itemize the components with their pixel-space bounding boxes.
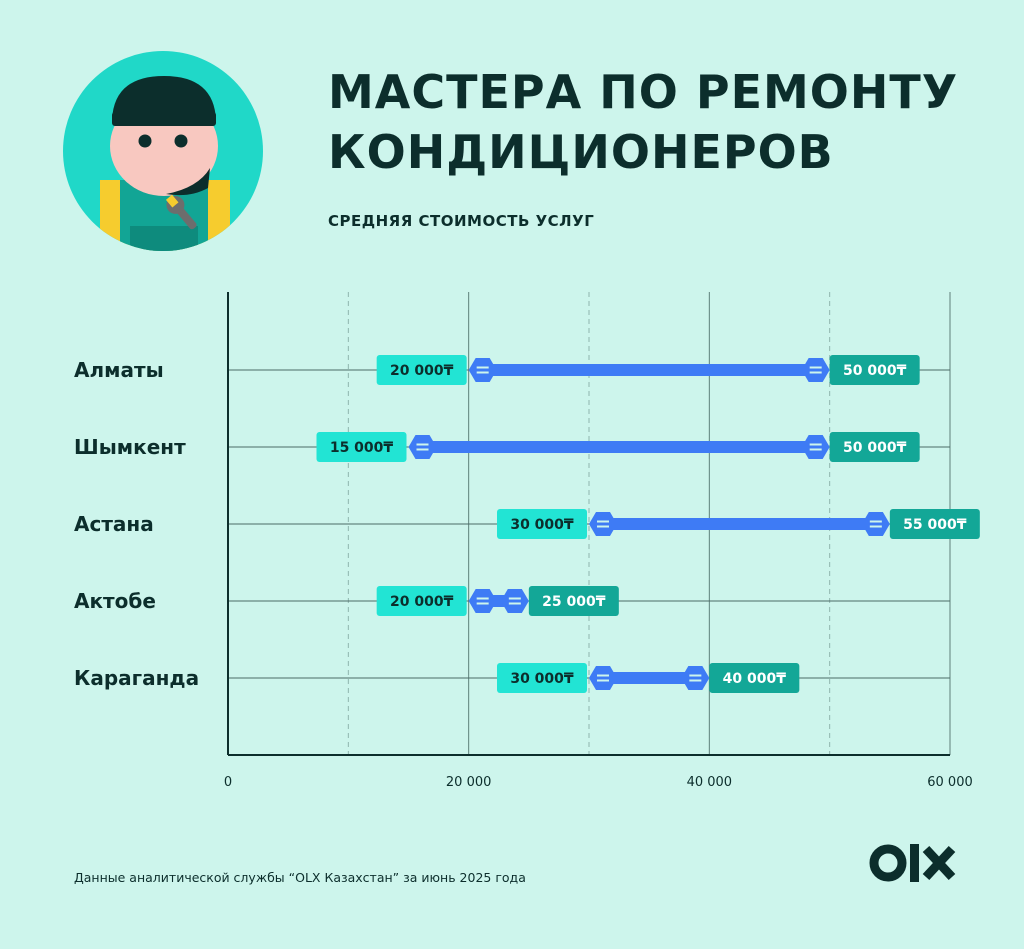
wrench-icon [165, 194, 197, 230]
min-marker [468, 358, 497, 382]
min-value-label: 30 000₸ [510, 517, 574, 533]
min-value-label-box [376, 355, 467, 385]
max-value-label: 50 000₸ [843, 363, 907, 379]
range-bar [603, 672, 696, 684]
max-value-label-box [709, 663, 800, 693]
x-tick-label: 0 [224, 775, 232, 790]
category-label: Астана [74, 512, 154, 536]
min-value-label: 20 000₸ [390, 594, 454, 610]
page-subtitle: СРЕДНЯЯ СТОИМОСТЬ УСЛУГ [328, 212, 595, 230]
min-value-label-box [376, 586, 467, 616]
max-value-label-box [829, 355, 920, 385]
max-marker [681, 666, 710, 690]
right-eye [174, 134, 188, 148]
max-marker [500, 589, 529, 613]
max-marker [801, 358, 830, 382]
min-value-label: 20 000₸ [390, 363, 454, 379]
category-label: Алматы [74, 358, 164, 382]
max-value-label: 25 000₸ [542, 594, 606, 610]
source-note: Данные аналитической службы “OLX Казахст… [74, 870, 526, 885]
max-value-label-box [528, 586, 619, 616]
min-marker [408, 435, 437, 459]
max-value-label-box [829, 432, 920, 462]
max-value-label: 40 000₸ [723, 671, 787, 687]
max-marker [801, 435, 830, 459]
left-eye [138, 134, 152, 148]
category-label: Шымкент [74, 435, 186, 459]
min-marker [468, 589, 497, 613]
x-tick-label: 60 000 [927, 775, 973, 790]
max-value-label: 50 000₸ [843, 440, 907, 456]
min-value-label: 30 000₸ [510, 671, 574, 687]
min-value-label-box [497, 509, 587, 539]
max-value-label-box [889, 509, 980, 539]
olx-logo [869, 844, 956, 882]
range-bar [603, 518, 876, 530]
min-value-label: 15 000₸ [330, 440, 394, 456]
min-value-label-box [316, 432, 407, 462]
x-tick-label: 40 000 [687, 775, 733, 790]
category-label: Актобе [74, 589, 156, 613]
min-value-label-box [497, 663, 587, 693]
page-title: МАСТЕРА ПО РЕМОНТУ КОНДИЦИОНЕРОВ [328, 65, 959, 179]
min-marker [589, 666, 617, 690]
max-marker [861, 512, 890, 536]
range-chart: 0 20 000 40 000 60 000 Алматы 20 000₸ 50 000₸ Ш… [74, 292, 980, 790]
min-marker [589, 512, 617, 536]
repairman-avatar [63, 51, 263, 251]
max-value-label: 55 000₸ [903, 517, 967, 533]
range-bar [482, 364, 816, 376]
range-bar [422, 441, 816, 453]
x-tick-label: 20 000 [446, 775, 492, 790]
beanie [112, 76, 216, 120]
category-label: Караганда [74, 666, 199, 690]
